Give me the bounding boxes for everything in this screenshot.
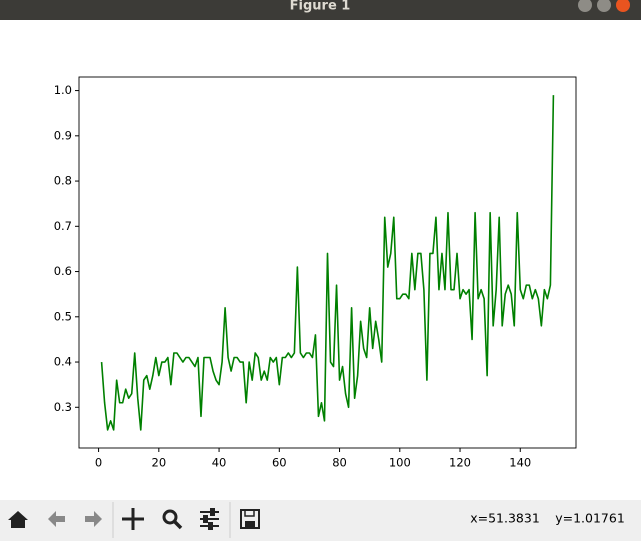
toolbar (0, 500, 641, 541)
home-button[interactable] (8, 511, 28, 528)
x-tick-label: 100 (389, 456, 411, 470)
configure-button[interactable] (200, 508, 219, 530)
toolbar-icons (8, 508, 260, 530)
x-tick-label: 140 (509, 456, 531, 470)
maximize-button[interactable] (597, 0, 611, 12)
plot: 0 20 40 60 80 100 120 140 0.3 0.4 0.5 0.6 0.7 0.8 0.9 1… (54, 76, 577, 470)
x-tick-label: 0 (95, 456, 102, 470)
y-tick-label: 0.6 (54, 264, 72, 278)
pan-button[interactable] (122, 508, 144, 530)
x-tick-label: 20 (152, 456, 167, 470)
save-button[interactable] (240, 509, 260, 529)
minimize-button[interactable] (578, 0, 592, 12)
window-title: Figure 1 (290, 0, 351, 14)
y-tick-label: 0.7 (54, 219, 72, 233)
y-tick-label: 0.8 (54, 174, 72, 188)
back-button[interactable] (48, 511, 65, 527)
y-tick-label: 0.9 (54, 128, 72, 142)
y-tick-label: 0.3 (54, 400, 72, 414)
x-tick-label: 60 (272, 456, 287, 470)
y-tick-label: 0.5 (54, 309, 72, 323)
line (100, 95, 555, 431)
close-button[interactable] (616, 0, 630, 12)
x-tick-label: 40 (212, 456, 227, 470)
x-tick-label: 120 (449, 456, 471, 470)
zoom-button[interactable] (162, 509, 183, 530)
y-tick-label: 0.4 (54, 355, 72, 369)
title-bar (0, 0, 641, 20)
y-tick-label: 1.0 (54, 83, 72, 97)
status-x: x=51.3831 (470, 511, 540, 526)
forward-button[interactable] (85, 511, 102, 527)
x-tick-label: 80 (332, 456, 347, 470)
axes-frame (78, 76, 577, 449)
status-y: y=1.01761 (555, 511, 625, 526)
